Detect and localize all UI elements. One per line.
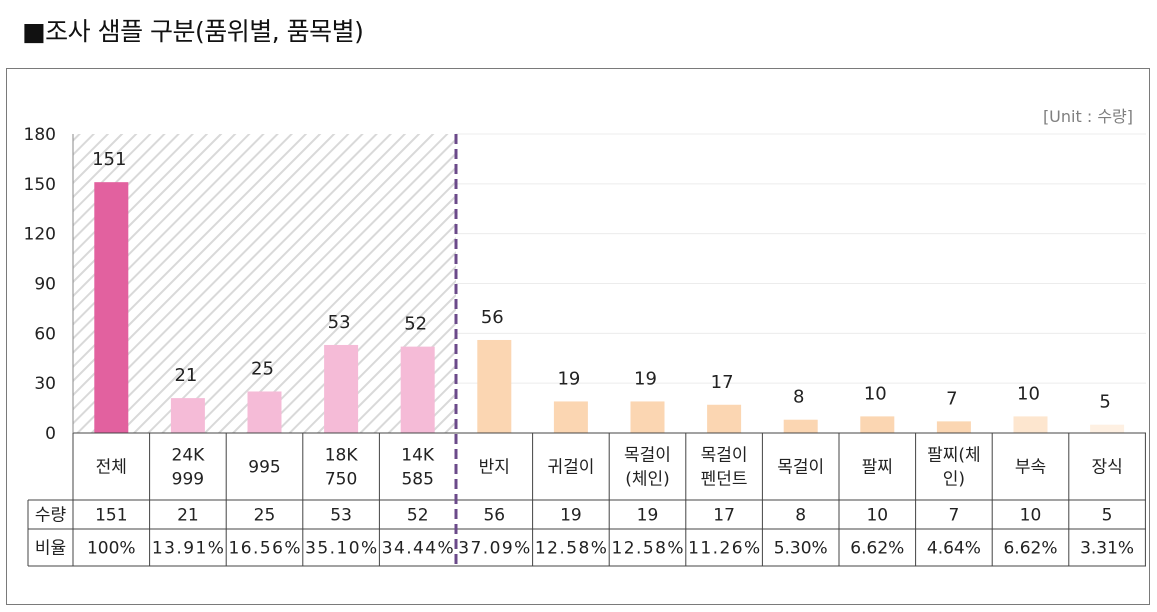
table-cell: 5 (1102, 506, 1113, 526)
x-tick-label: 전체 (96, 458, 127, 478)
data-label: 7 (946, 388, 957, 409)
table-cell: 10 (866, 506, 888, 526)
bar (707, 404, 742, 433)
table-cell: 19 (637, 506, 659, 526)
table-cell: 7 (948, 506, 959, 526)
table-cell: 37.09% (458, 539, 530, 559)
bar (324, 344, 359, 433)
x-tick-label: 목걸이 (777, 458, 824, 478)
x-tick-label: 14K 585 (401, 446, 435, 490)
table-cell: 52 (407, 506, 429, 526)
x-tick-label: 995 (248, 458, 280, 478)
table-cell: 21 (177, 506, 199, 526)
y-tick-label: 150 (24, 175, 56, 195)
y-tick-label: 30 (34, 374, 56, 394)
x-tick-label: 팔찌(체 인) (927, 446, 981, 490)
table-cell: 4.64% (927, 539, 981, 559)
table-cell: 100% (87, 539, 136, 559)
table-cell: 5.30% (774, 539, 828, 559)
y-tick-label: 0 (45, 424, 56, 444)
bar (477, 339, 512, 433)
table-cell: 12.58% (535, 539, 607, 559)
table-cell: 11.26% (688, 539, 760, 559)
data-label: 52 (404, 314, 427, 335)
x-tick-label: 목걸이 펜던트 (701, 446, 748, 490)
x-tick-label: 18K 750 (325, 446, 359, 490)
page-title: ■조사 샘플 구분(품위별, 품목별) (22, 17, 364, 46)
bar (936, 421, 971, 433)
table-cell: 151 (95, 506, 127, 526)
table-cell: 13.91% (152, 539, 224, 559)
x-tick-label: 부속 (1015, 458, 1046, 478)
data-label: 17 (711, 372, 734, 393)
table-row-label: 수량 (35, 506, 67, 526)
table-cell: 6.62% (850, 539, 904, 559)
x-tick-label: 24K 999 (172, 446, 206, 490)
x-tick-label: 팔찌 (862, 458, 893, 478)
data-label: 151 (92, 149, 126, 170)
table-cell: 3.31% (1080, 539, 1134, 559)
data-label: 8 (793, 387, 804, 408)
data-label: 56 (481, 307, 504, 328)
data-label: 21 (174, 365, 197, 386)
data-label: 19 (634, 368, 657, 389)
x-tick-label: 목걸이 (체인) (624, 446, 671, 490)
bar (553, 401, 588, 433)
y-tick-label: 60 (34, 324, 56, 344)
table-cell: 17 (713, 506, 735, 526)
x-tick-label: 장식 (1091, 458, 1122, 478)
table-row-label: 비율 (35, 539, 66, 559)
bar (1013, 416, 1048, 433)
table-cell: 53 (330, 506, 352, 526)
table-cell: 12.58% (612, 539, 684, 559)
data-label: 53 (328, 312, 351, 333)
bar (860, 416, 895, 433)
table-cell: 19 (560, 506, 582, 526)
bar (1090, 424, 1125, 433)
chart-frame (6, 68, 1150, 605)
y-tick-label: 90 (34, 275, 56, 295)
table-cell: 56 (483, 506, 505, 526)
bar (400, 346, 435, 433)
bar (170, 398, 205, 433)
data-label: 5 (1099, 392, 1110, 413)
data-label: 25 (251, 358, 274, 379)
bar (783, 419, 818, 433)
table-cell: 35.10% (305, 539, 377, 559)
table-cell: 8 (795, 506, 806, 526)
x-tick-label: 반지 (479, 458, 510, 478)
table-cell: 34.44% (382, 539, 454, 559)
data-label: 10 (864, 383, 887, 404)
table-cell: 6.62% (1003, 539, 1057, 559)
data-label: 19 (557, 368, 580, 389)
data-label: 10 (1017, 383, 1040, 404)
table-cell: 25 (254, 506, 276, 526)
x-tick-label: 귀걸이 (547, 458, 594, 478)
bar (630, 401, 665, 433)
unit-label: [Unit : 수량] (1043, 107, 1133, 126)
hatched-region (73, 134, 456, 433)
table-cell: 16.56% (229, 539, 301, 559)
y-tick-label: 120 (24, 225, 56, 245)
y-tick-label: 180 (24, 125, 56, 145)
bar (94, 182, 129, 433)
table-cell: 10 (1020, 506, 1042, 526)
bar (247, 391, 282, 433)
